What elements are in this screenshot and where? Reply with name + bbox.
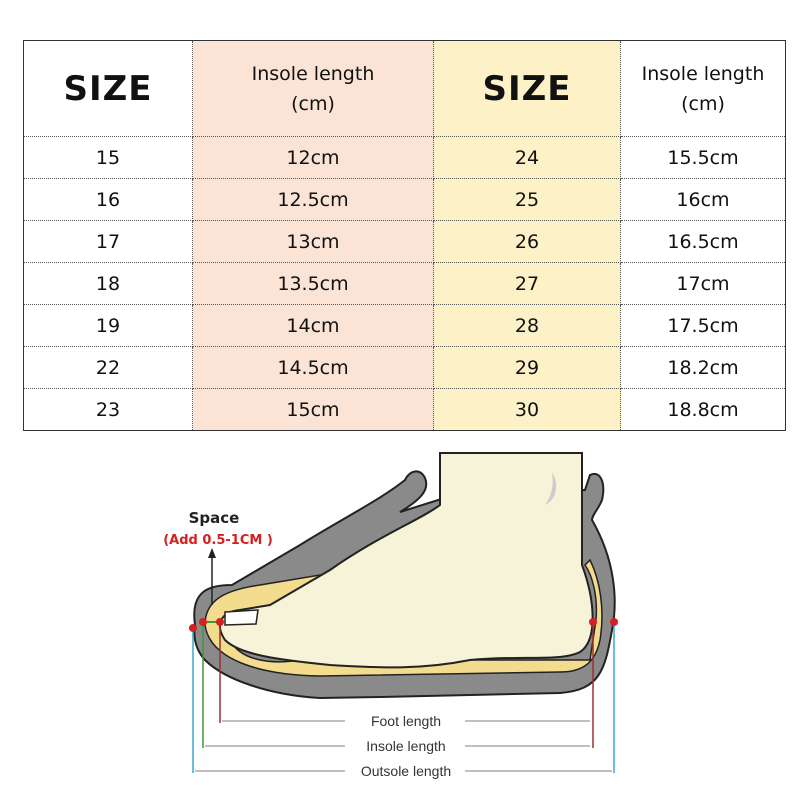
- foot-shape: [219, 452, 594, 669]
- insole-length-cell: 13cm: [192, 220, 434, 263]
- table-row: 19 14cm 28 17.5cm: [23, 304, 786, 347]
- header-insole-2: Insole length (cm): [620, 40, 786, 137]
- insole-length-label: Insole length: [366, 738, 445, 754]
- insole-length-cell: 16cm: [620, 178, 786, 221]
- insole-length-cell: 15.5cm: [620, 136, 786, 179]
- insole-length-cell: 14cm: [192, 304, 434, 347]
- insole-length-cell: 12cm: [192, 136, 434, 179]
- size-cell: 28: [433, 304, 621, 347]
- header-insole-line2: (cm): [291, 92, 335, 115]
- size-cell: 19: [23, 304, 193, 347]
- size-cell: 16: [23, 178, 193, 221]
- header-insole-1: Insole length (cm): [192, 40, 434, 137]
- size-cell: 23: [23, 388, 193, 431]
- size-cell: 24: [433, 136, 621, 179]
- insole-length-cell: 13.5cm: [192, 262, 434, 305]
- size-chart-table: SIZE Insole length (cm) SIZE Insole lengt…: [23, 40, 786, 431]
- insole-length-cell: 17.5cm: [620, 304, 786, 347]
- table-header-row: SIZE Insole length (cm) SIZE Insole lengt…: [23, 40, 786, 137]
- size-cell: 15: [23, 136, 193, 179]
- size-cell: 17: [23, 220, 193, 263]
- table-row: 23 15cm 30 18.8cm: [23, 388, 786, 431]
- ankle-bone: [545, 472, 557, 505]
- insole-length-cell: 18.8cm: [620, 388, 786, 431]
- header-size-1: SIZE: [23, 40, 193, 137]
- header-size-2: SIZE: [433, 40, 621, 137]
- table-row: 15 12cm 24 15.5cm: [23, 136, 786, 179]
- insole-length-cell: 15cm: [192, 388, 434, 431]
- insole-length-cell: 16.5cm: [620, 220, 786, 263]
- size-cell: 27: [433, 262, 621, 305]
- insole-length-cell: 14.5cm: [192, 346, 434, 389]
- toe-nail: [224, 609, 259, 626]
- outsole-length-label: Outsole length: [361, 763, 451, 779]
- size-cell: 18: [23, 262, 193, 305]
- header-insole-line2: (cm): [681, 92, 725, 115]
- size-cell: 30: [433, 388, 621, 431]
- foot-length-label: Foot length: [371, 713, 441, 729]
- dimension-lines: [195, 720, 612, 772]
- header-insole-line1: Insole length: [641, 62, 765, 85]
- shoe-measurement-diagram: Space (Add 0.5-1CM ) Foot length Insole …: [163, 452, 618, 779]
- table-row: 18 13.5cm 27 17cm: [23, 262, 786, 305]
- table-row: 16 12.5cm 25 16cm: [23, 178, 786, 221]
- insole-length-cell: 18.2cm: [620, 346, 786, 389]
- size-cell: 29: [433, 346, 621, 389]
- measure-points: [189, 618, 618, 632]
- space-label: Space: [189, 509, 240, 527]
- header-insole-line1: Insole length: [251, 62, 375, 85]
- table-row: 17 13cm 26 16.5cm: [23, 220, 786, 263]
- space-note: (Add 0.5-1CM ): [163, 533, 273, 548]
- arrow-head-icon: [208, 548, 216, 558]
- insole-length-cell: 17cm: [620, 262, 786, 305]
- size-cell: 25: [433, 178, 621, 221]
- table-row: 22 14.5cm 29 18.2cm: [23, 346, 786, 389]
- size-cell: 22: [23, 346, 193, 389]
- size-cell: 26: [433, 220, 621, 263]
- insole-length-cell: 12.5cm: [192, 178, 434, 221]
